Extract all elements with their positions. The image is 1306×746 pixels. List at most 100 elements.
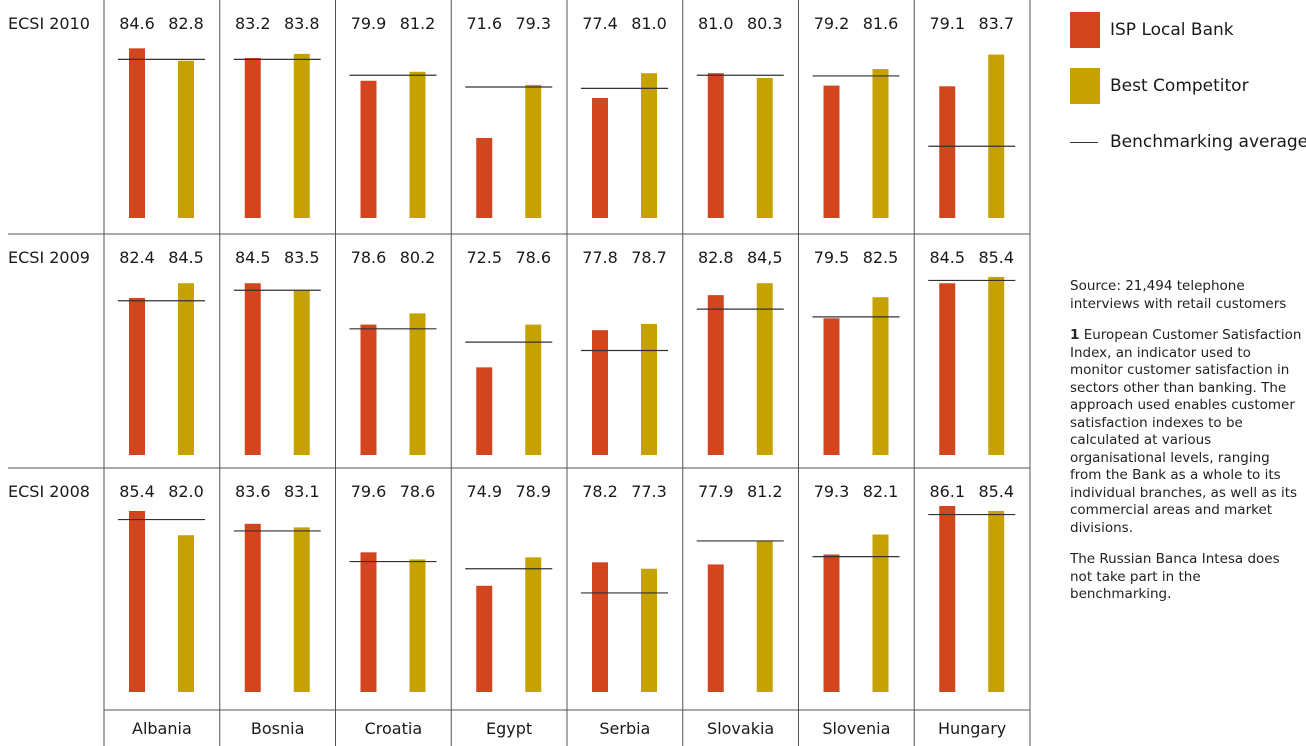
legend-item-benchmark: Benchmarking average	[1070, 120, 1306, 176]
value-label-competitor-ecsi-2008-slovenia: 82.1	[863, 482, 899, 501]
bar-competitor-ecsi-2009-hungary	[988, 276, 1005, 455]
value-label-competitor-ecsi-2010-croatia: 81.2	[400, 14, 436, 33]
legend-label-local-bank: ISP Local Bank	[1110, 20, 1234, 40]
bar-local-ecsi-2008-hungary	[939, 506, 956, 692]
bar-local-ecsi-2010-croatia	[360, 80, 377, 218]
bar-local-ecsi-2009-slovenia	[823, 318, 840, 455]
legend-item-local-bank: ISP Local Bank	[1070, 8, 1306, 64]
value-label-local-ecsi-2008-slovakia: 77.9	[698, 482, 734, 501]
bar-local-ecsi-2010-slovenia	[823, 85, 840, 218]
bar-competitor-ecsi-2010-bosnia	[293, 53, 310, 219]
bar-competitor-ecsi-2010-croatia	[409, 71, 426, 218]
footnote-text: European Customer Satisfaction Index, an…	[1070, 327, 1302, 536]
bar-competitor-ecsi-2008-serbia	[641, 568, 657, 692]
value-label-local-ecsi-2010-croatia: 79.9	[351, 14, 387, 33]
panel-label-ecsi-2008: ECSI 2008	[8, 482, 90, 501]
bar-local-ecsi-2009-slovakia	[707, 295, 724, 455]
bar-competitor-ecsi-2008-slovakia	[756, 540, 773, 692]
bar-competitor-ecsi-2010-slovenia	[872, 69, 889, 218]
value-label-local-ecsi-2009-serbia: 77.8	[582, 248, 618, 267]
russia-note: The Russian Banca Intesa does not take p…	[1070, 551, 1280, 602]
value-label-competitor-ecsi-2009-slovakia: 84,5	[747, 248, 783, 267]
value-label-local-ecsi-2010-bosnia: 83.2	[235, 14, 271, 33]
value-label-local-ecsi-2010-albania: 84.6	[119, 14, 155, 33]
bar-local-ecsi-2010-slovakia	[707, 73, 724, 218]
value-label-competitor-ecsi-2009-bosnia: 83.5	[284, 248, 320, 267]
bar-local-ecsi-2009-croatia	[360, 324, 377, 455]
value-label-local-ecsi-2008-albania: 85.4	[119, 482, 155, 501]
value-label-local-ecsi-2010-serbia: 77.4	[582, 14, 618, 33]
value-label-local-ecsi-2008-bosnia: 83.6	[235, 482, 271, 501]
value-label-competitor-ecsi-2009-albania: 84.5	[168, 248, 204, 267]
value-label-local-ecsi-2010-egypt: 71.6	[466, 14, 502, 33]
value-label-competitor-ecsi-2008-bosnia: 83.1	[284, 482, 320, 501]
ecsi-bar-chart: ECSI 2010 84.6 82.8 83.2 83.8 79.9 81.2 71.6 79.…	[8, 0, 1031, 746]
bar-local-ecsi-2008-bosnia	[244, 523, 261, 692]
value-label-competitor-ecsi-2009-egypt: 78.6	[515, 248, 551, 267]
value-label-local-ecsi-2010-slovenia: 79.2	[814, 14, 850, 33]
bar-local-ecsi-2008-slovakia	[707, 564, 724, 692]
value-label-competitor-ecsi-2008-slovakia: 81.2	[747, 482, 783, 501]
bar-competitor-ecsi-2008-hungary	[988, 510, 1005, 692]
value-label-competitor-ecsi-2009-croatia: 80.2	[400, 248, 436, 267]
bar-local-ecsi-2009-egypt	[476, 367, 493, 455]
bar-competitor-ecsi-2010-egypt	[525, 84, 542, 219]
bar-local-ecsi-2008-slovenia	[823, 554, 840, 692]
legend-label-competitor: Best Competitor	[1110, 76, 1249, 96]
bar-local-ecsi-2010-hungary	[939, 86, 956, 218]
value-label-competitor-ecsi-2008-hungary: 85.4	[978, 482, 1014, 501]
bar-local-ecsi-2008-serbia	[592, 562, 608, 692]
bar-competitor-ecsi-2010-slovakia	[756, 78, 773, 218]
value-label-local-ecsi-2008-serbia: 78.2	[582, 482, 618, 501]
value-label-local-ecsi-2008-egypt: 74.9	[466, 482, 502, 501]
footnote: 1 European Customer Satisfaction Index, …	[1070, 327, 1302, 537]
bar-competitor-ecsi-2009-slovakia	[756, 283, 773, 455]
bar-competitor-ecsi-2009-croatia	[409, 313, 426, 455]
bar-competitor-ecsi-2010-hungary	[988, 54, 1005, 218]
category-label-slovenia: Slovenia	[822, 719, 890, 738]
bar-competitor-ecsi-2010-serbia	[641, 73, 657, 218]
bar-local-ecsi-2008-albania	[129, 510, 145, 692]
competitor-swatch	[1070, 68, 1100, 104]
value-label-competitor-ecsi-2010-egypt: 79.3	[515, 14, 551, 33]
bar-competitor-ecsi-2009-egypt	[525, 324, 542, 455]
value-label-local-ecsi-2009-slovenia: 79.5	[814, 248, 850, 267]
bar-local-ecsi-2009-serbia	[592, 330, 608, 455]
value-label-competitor-ecsi-2010-slovakia: 80.3	[747, 14, 783, 33]
bar-local-ecsi-2009-bosnia	[244, 283, 261, 455]
legend: ISP Local Bank Best Competitor Benchmark…	[1070, 8, 1306, 176]
value-label-competitor-ecsi-2010-bosnia: 83.8	[284, 14, 320, 33]
bar-competitor-ecsi-2009-bosnia	[293, 290, 310, 455]
legend-label-benchmark: Benchmarking average	[1110, 132, 1306, 152]
footnote-number: 1	[1070, 327, 1080, 343]
category-label-hungary: Hungary	[938, 719, 1006, 738]
category-label-egypt: Egypt	[486, 719, 532, 738]
value-label-competitor-ecsi-2009-hungary: 85.4	[978, 248, 1014, 267]
value-label-local-ecsi-2010-slovakia: 81.0	[698, 14, 734, 33]
value-label-competitor-ecsi-2008-serbia: 77.3	[631, 482, 667, 501]
value-label-local-ecsi-2008-slovenia: 79.3	[814, 482, 850, 501]
value-label-competitor-ecsi-2010-albania: 82.8	[168, 14, 204, 33]
source-note: Source: 21,494 telephone interviews with…	[1070, 278, 1287, 312]
legend-item-competitor: Best Competitor	[1070, 64, 1306, 120]
value-label-competitor-ecsi-2008-egypt: 78.9	[515, 482, 551, 501]
value-label-local-ecsi-2010-hungary: 79.1	[929, 14, 965, 33]
category-label-albania: Albania	[132, 719, 192, 738]
value-label-local-ecsi-2009-croatia: 78.6	[351, 248, 387, 267]
panel-label-ecsi-2009: ECSI 2009	[8, 248, 90, 267]
value-label-local-ecsi-2009-egypt: 72.5	[466, 248, 502, 267]
bar-competitor-ecsi-2010-albania	[178, 60, 194, 218]
value-label-local-ecsi-2009-albania: 82.4	[119, 248, 155, 267]
value-label-competitor-ecsi-2010-serbia: 81.0	[631, 14, 667, 33]
bar-local-ecsi-2008-croatia	[360, 552, 377, 692]
category-label-serbia: Serbia	[599, 719, 650, 738]
value-label-competitor-ecsi-2008-croatia: 78.6	[400, 482, 436, 501]
value-label-competitor-ecsi-2008-albania: 82.0	[168, 482, 204, 501]
bar-local-ecsi-2009-hungary	[939, 283, 956, 455]
category-label-slovakia: Slovakia	[707, 719, 774, 738]
bar-competitor-ecsi-2009-albania	[178, 283, 194, 455]
bar-local-ecsi-2010-egypt	[476, 138, 493, 218]
local-bank-swatch	[1070, 12, 1100, 48]
bar-local-ecsi-2008-egypt	[476, 585, 493, 692]
category-label-croatia: Croatia	[365, 719, 423, 738]
